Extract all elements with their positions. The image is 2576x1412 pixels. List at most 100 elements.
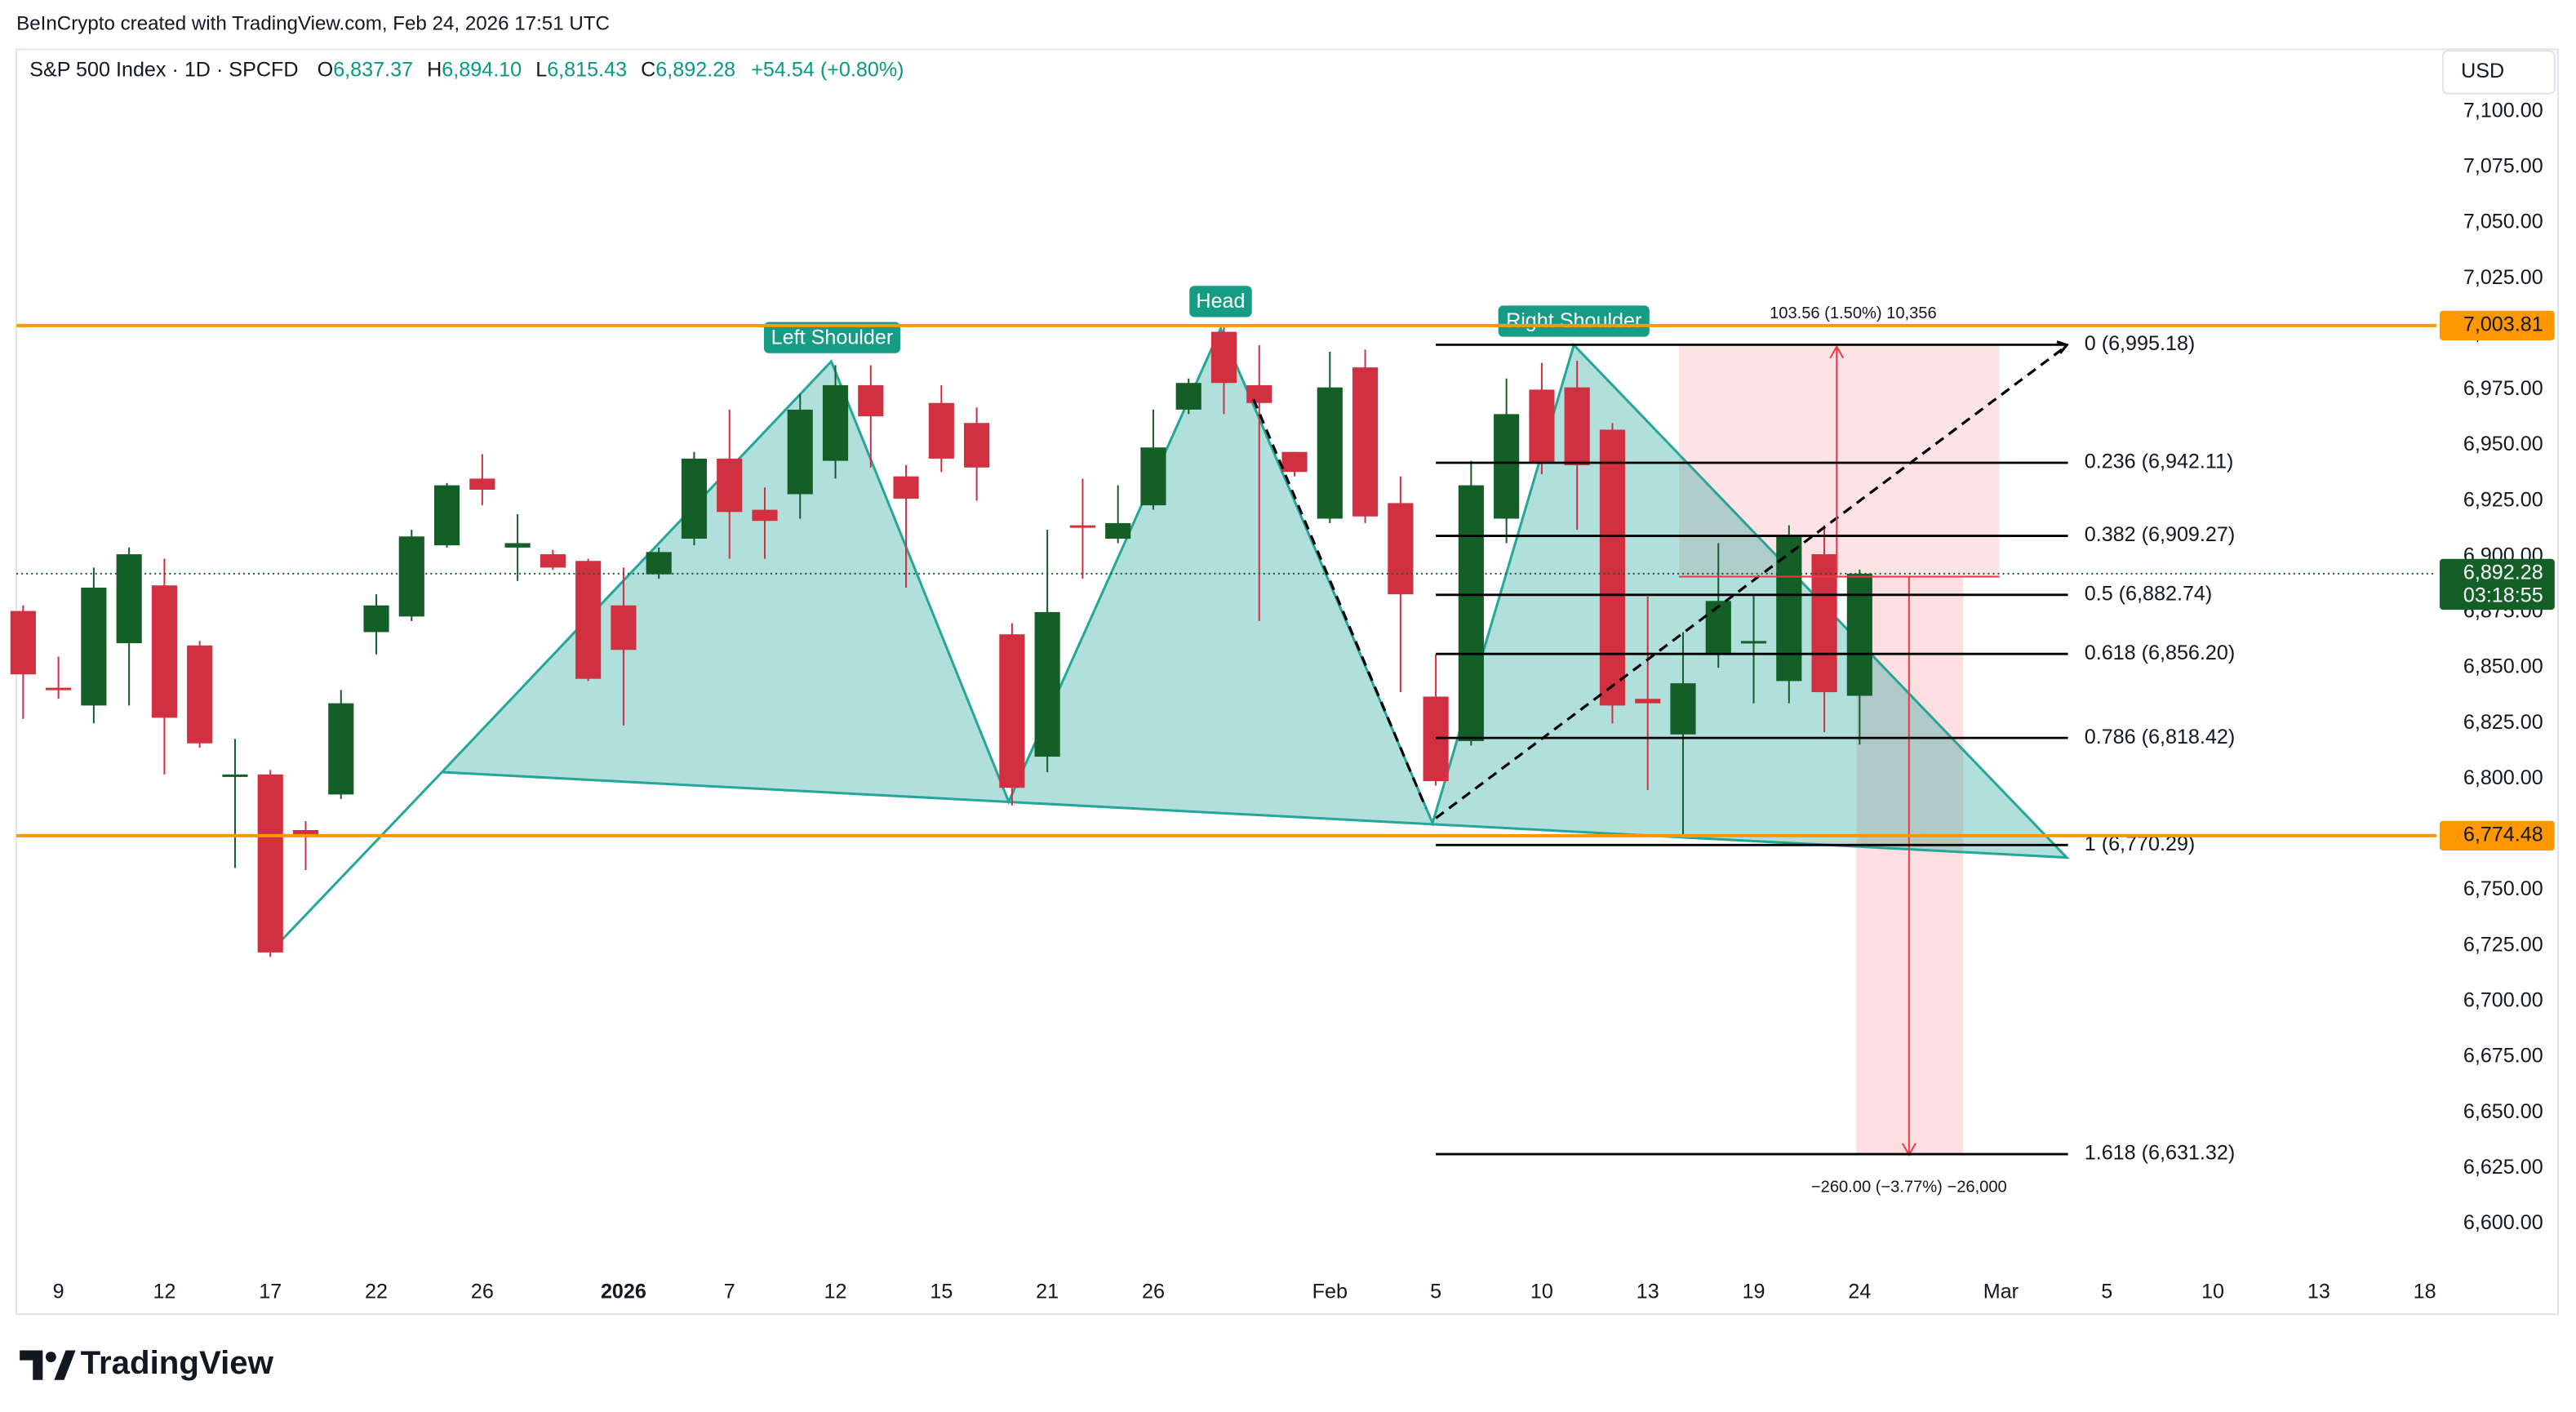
change: +54.54 (+0.80%): [751, 58, 904, 81]
candle-body: [1458, 485, 1484, 742]
candle-body: [681, 458, 708, 539]
attribution: BeInCrypto created with TradingView.com,…: [16, 13, 610, 35]
candle-body: [964, 423, 990, 468]
candle-body: [151, 585, 178, 718]
y-tick-label: 6,800.00: [2463, 766, 2543, 789]
x-tick-label: 22: [365, 1281, 388, 1303]
candles: [10, 327, 1872, 957]
candle-body: [1034, 611, 1060, 757]
candle-body: [1670, 683, 1696, 735]
x-tick-label: 24: [1848, 1281, 1871, 1303]
overlays: 103.56 (1.50%) 10,356 −260.00 (−3.77%) −…: [16, 286, 2436, 1197]
candle-body: [1105, 522, 1131, 539]
pattern-label: Right Shoulder: [1506, 309, 1641, 332]
x-tick-label: 13: [2307, 1281, 2330, 1303]
y-tick-label: 6,675.00: [2463, 1045, 2543, 1068]
x-tick-label: 7: [724, 1281, 735, 1303]
x-tick-label: 2026: [601, 1281, 646, 1303]
candle-body: [575, 561, 602, 679]
candle-body: [611, 605, 637, 650]
currency-box[interactable]: [2441, 50, 2556, 95]
symbol: S&P 500 Index · 1D · SPCFD: [29, 58, 298, 81]
x-tick-label: 10: [1530, 1281, 1553, 1303]
fib-label: 0.5 (6,882.74): [2085, 582, 2213, 605]
x-tick-label: 9: [53, 1281, 64, 1303]
candle-body: [1352, 367, 1379, 517]
chart-frame: [16, 48, 2559, 1316]
logo-mark: [45, 1352, 56, 1362]
x-tick-label: 12: [824, 1281, 847, 1303]
candle-body: [1635, 699, 1661, 704]
y-tick-label: 6,975.00: [2463, 377, 2543, 400]
candle-body: [540, 554, 566, 568]
currency: USD: [2461, 60, 2504, 82]
candle-body: [1494, 414, 1520, 519]
y-tick-label: 6,600.00: [2463, 1211, 2543, 1234]
candle-body: [222, 774, 248, 777]
y-tick-label: 6,950.00: [2463, 433, 2543, 455]
y-tick-label: 7,075.00: [2463, 154, 2543, 177]
x-tick-label: 10: [2201, 1281, 2224, 1303]
ohlc-key: L: [535, 58, 547, 81]
x-tick-label: 19: [1743, 1281, 1765, 1303]
x-tick-label: 26: [471, 1281, 494, 1303]
y-tick-label: 6,850.00: [2463, 655, 2543, 678]
candle-body: [433, 485, 460, 546]
logo-mark: [20, 1350, 43, 1380]
candle-body: [1811, 554, 1837, 693]
ohlc-key: C: [641, 58, 655, 81]
candle-body: [328, 703, 354, 795]
arrow-head: [1829, 344, 1845, 359]
dashed-trend: [1252, 398, 1428, 809]
measure-label: 103.56 (1.50%) 10,356: [1770, 304, 1937, 322]
candle-body: [999, 634, 1025, 788]
fib-label: 0.382 (6,909.27): [2085, 523, 2236, 546]
candle-body: [504, 543, 531, 548]
candle-body: [1529, 389, 1555, 464]
measure-label: −260.00 (−3.77%) −26,000: [1811, 1179, 2007, 1197]
candle-body: [1175, 383, 1201, 410]
candle-body: [822, 384, 849, 461]
countdown: 03:18:55: [2463, 584, 2543, 607]
candle-body: [787, 409, 813, 495]
y-tick-label: 6,700.00: [2463, 989, 2543, 1012]
candle-body: [1388, 503, 1414, 595]
last-price-label: 6,892.28: [2463, 561, 2543, 584]
ohlc-value: 6,815.43: [547, 58, 627, 81]
candle-body: [398, 536, 424, 617]
y-tick-label: 7,100.00: [2463, 99, 2543, 122]
y-tick-label: 6,925.00: [2463, 488, 2543, 511]
candle-body: [928, 402, 954, 459]
x-tick-label: 21: [1036, 1281, 1059, 1303]
candle-body: [1246, 384, 1272, 403]
logo: TradingView: [20, 1344, 274, 1381]
last-price-badge: [2439, 558, 2555, 611]
legend-header: S&P 500 Index · 1D · SPCFD O6,837.37 H6,…: [29, 58, 904, 81]
x-tick-label: 13: [1637, 1281, 1659, 1303]
ohlc-key: O: [318, 58, 334, 81]
ohlc-value: 6,837.37: [333, 58, 413, 81]
pattern-label: Head: [1196, 290, 1245, 313]
drawings: [272, 325, 2070, 1155]
x-tick-label: Mar: [1983, 1281, 2019, 1303]
candle-body: [1140, 447, 1166, 506]
candle-body: [81, 587, 107, 706]
ohlc-value: 6,892.28: [655, 58, 735, 81]
candle-body: [1317, 387, 1343, 519]
fib-label: 1.618 (6,631.32): [2085, 1142, 2236, 1165]
candle-body: [187, 645, 213, 744]
candle-body: [1564, 387, 1590, 466]
candle-body: [1740, 641, 1767, 644]
y-tick-label: 7,025.00: [2463, 266, 2543, 289]
y-tick-label: 6,750.00: [2463, 877, 2543, 900]
candle-body: [1705, 601, 1731, 655]
x-tick-label: 17: [259, 1281, 282, 1303]
level-label: 7,003.81: [2463, 313, 2543, 336]
candle-body: [1210, 331, 1237, 384]
x-tick-label: 18: [2414, 1281, 2436, 1303]
target-box-up: [1679, 344, 2000, 577]
ohlc-value: 6,894.10: [442, 58, 522, 81]
level-badge: [2439, 820, 2555, 851]
candle-body: [10, 611, 36, 675]
axes: USD 7,100.00 7,075.00 7,050.00 7,025.00 7,00…: [53, 50, 2556, 1303]
